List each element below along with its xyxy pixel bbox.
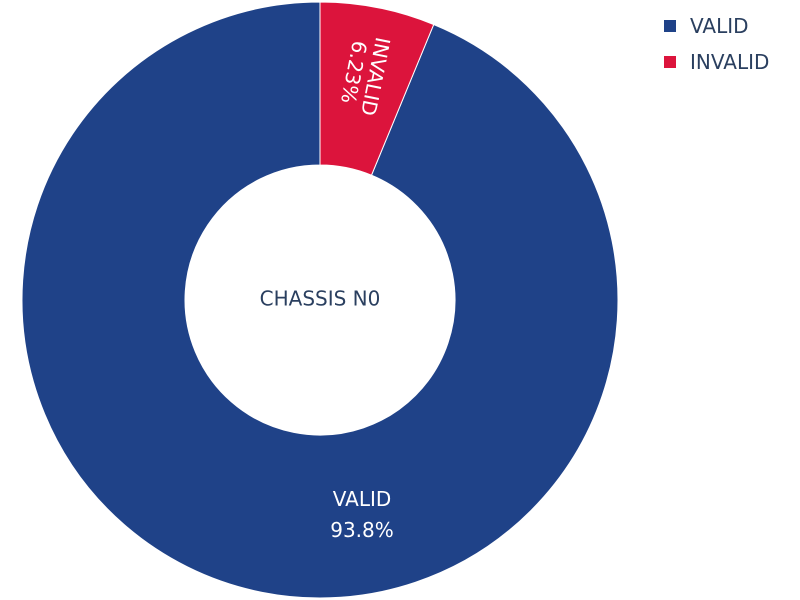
legend: VALID INVALID: [664, 8, 769, 80]
donut-center-label: CHASSIS N0: [260, 287, 381, 311]
legend-swatch-invalid: [664, 56, 676, 68]
legend-swatch-valid: [664, 20, 676, 32]
slice-label-valid: VALID 93.8%: [330, 487, 394, 542]
legend-item-valid[interactable]: VALID: [664, 8, 769, 44]
donut-slices: [21, 1, 619, 599]
slice-label-percent: 93.8%: [330, 518, 394, 542]
slice-invalid[interactable]: [319, 1, 435, 176]
legend-item-invalid[interactable]: INVALID: [664, 44, 769, 80]
legend-label-valid: VALID: [690, 14, 749, 38]
slice-label-name: VALID: [333, 487, 392, 511]
slice-valid[interactable]: [21, 1, 619, 599]
legend-label-invalid: INVALID: [690, 50, 770, 74]
